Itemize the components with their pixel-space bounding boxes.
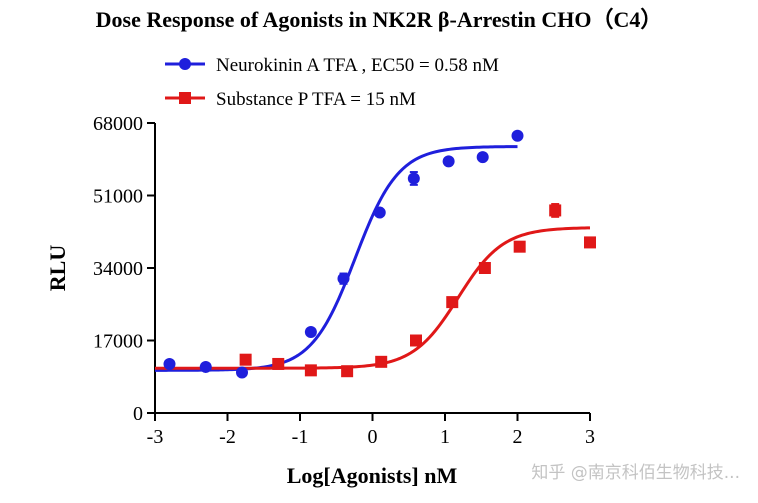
data-point-series-0 xyxy=(337,272,350,285)
legend-label-substance-p: Substance P TFA = 15 nM xyxy=(216,89,416,110)
legend-label-neurokinin: Neurokinin A TFA , EC50 = 0.58 nM xyxy=(216,55,499,76)
fit-curves xyxy=(155,145,591,372)
data-point-series-0 xyxy=(304,325,317,338)
data-point-series-1 xyxy=(410,334,422,347)
x-tick-label: 1 xyxy=(440,426,450,448)
legend-entry-substance-p: Substance P TFA = 15 nM xyxy=(165,89,416,110)
fit-curve-series-0 xyxy=(155,145,518,372)
data-point-series-1 xyxy=(375,355,388,368)
y-tick-label: 51000 xyxy=(93,186,143,208)
data-point-series-0 xyxy=(442,155,455,168)
data-point-series-1 xyxy=(478,262,491,274)
y-tick-label: 34000 xyxy=(93,258,143,280)
data-point-series-0 xyxy=(163,357,176,370)
y-tick-label: 0 xyxy=(133,403,143,425)
data-point-series-0 xyxy=(373,206,386,219)
y-axis-label: RLU xyxy=(45,245,70,292)
data-point-series-0 xyxy=(407,172,420,185)
x-tick-label: -3 xyxy=(147,426,164,448)
x-tick-label: -2 xyxy=(219,426,236,448)
data-point-series-1 xyxy=(304,364,317,377)
x-tick-label: 3 xyxy=(585,426,595,448)
data-point-series-0 xyxy=(199,360,212,373)
data-point-series-1 xyxy=(272,357,285,370)
legend: Neurokinin A TFA , EC50 = 0.58 nM Substa… xyxy=(165,55,499,110)
data-point-series-1 xyxy=(549,204,562,217)
axes: 0 17000 34000 51000 68000 -3 -2 -1 0 1 2 3 xyxy=(93,113,595,448)
data-point-series-0 xyxy=(511,129,524,142)
data-points xyxy=(163,129,596,379)
fit-curve-series-1 xyxy=(155,226,591,370)
x-tick-label: -1 xyxy=(292,426,309,448)
data-point-series-1 xyxy=(341,365,354,378)
data-point-series-0 xyxy=(476,151,489,164)
data-point-series-1 xyxy=(513,240,526,253)
data-point-series-1 xyxy=(239,353,252,366)
y-tick-label: 68000 xyxy=(93,113,143,135)
x-tick-label: 0 xyxy=(368,426,378,448)
data-point-series-1 xyxy=(584,236,596,249)
chart-title: Dose Response of Agonists in NK2R β-Arre… xyxy=(96,7,663,32)
x-axis-label: Log[Agonists] nM xyxy=(287,463,458,488)
data-point-series-0 xyxy=(236,366,248,379)
legend-entry-neurokinin: Neurokinin A TFA , EC50 = 0.58 nM xyxy=(165,55,499,76)
watermark: 知乎 @南京科佰生物科技... xyxy=(531,463,740,483)
x-tick-label: 2 xyxy=(513,426,523,448)
y-tick-label: 17000 xyxy=(93,331,143,353)
data-point-series-1 xyxy=(446,296,459,309)
